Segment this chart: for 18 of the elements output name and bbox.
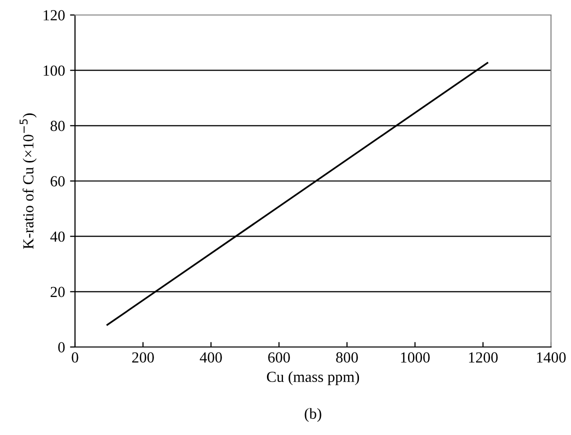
y-tick-label: 40 (50, 231, 65, 242)
y-tick-label: 120 (44, 10, 65, 20)
x-tick-label: 800 (336, 352, 358, 363)
x-tick-label: 400 (200, 352, 222, 363)
x-axis-title: Cu (mass ppm) (266, 371, 360, 386)
y-tick-label: 100 (44, 65, 65, 76)
x-tick-label: 600 (268, 352, 290, 363)
x-tick-label: 200 (132, 352, 154, 363)
x-tick-label: 1400 (537, 352, 566, 363)
y-axis-title: K-ratio of Cu (×10$^{−5}$) (20, 113, 37, 249)
y-tick-label: 0 (58, 342, 65, 352)
y-tick-label: 80 (50, 120, 65, 132)
x-tick-label: 1200 (469, 352, 498, 363)
x-tick-label: 1000 (401, 352, 430, 363)
y-tick-label: 20 (50, 286, 65, 298)
y-tick-label: 60 (50, 176, 65, 186)
text: (b) (304, 408, 322, 422)
x-tick-label: 0 (72, 352, 78, 363)
